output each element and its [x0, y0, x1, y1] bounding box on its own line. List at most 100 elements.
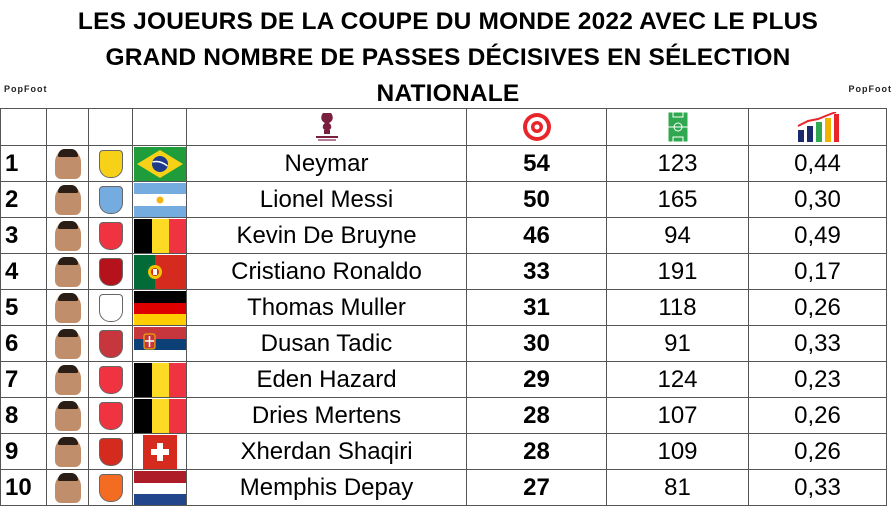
- federation-crest: [88, 217, 133, 254]
- ratio-value: 0,26: [748, 433, 887, 470]
- ratio-value: 0,49: [748, 217, 887, 254]
- country-flag: [132, 469, 187, 506]
- country-flag: [132, 397, 187, 434]
- player-photo-icon: [54, 364, 81, 395]
- ratio-value: 0,33: [748, 469, 887, 506]
- player-photo-icon: [54, 472, 81, 503]
- player-photo-icon: [54, 184, 81, 215]
- country-flag: [132, 361, 187, 398]
- assists-value: 54: [466, 145, 607, 182]
- federation-crest-icon: [98, 329, 123, 358]
- table-row: 8 Dries Mertens 28 107 0,26: [0, 397, 887, 434]
- country-flag: [132, 145, 187, 182]
- federation-crest: [88, 361, 133, 398]
- argentina-flag-icon: [133, 182, 186, 217]
- table-row: 5 Thomas Muller 31 118 0,26: [0, 289, 887, 326]
- player-photo: [46, 433, 89, 470]
- federation-crest-icon: [98, 293, 123, 322]
- ratio-value: 0,23: [748, 361, 887, 398]
- matches-value: 123: [606, 145, 749, 182]
- assists-value: 50: [466, 181, 607, 218]
- rank-cell: 10: [0, 469, 47, 506]
- rank-cell: 3: [0, 217, 47, 254]
- federation-crest-icon: [98, 257, 123, 286]
- matches-value: 109: [606, 433, 749, 470]
- player-photo: [46, 397, 89, 434]
- assists-value: 29: [466, 361, 607, 398]
- player-photo: [46, 325, 89, 362]
- portugal-flag-icon: [133, 254, 186, 289]
- table-row: 3 Kevin De Bruyne 46 94 0,49: [0, 217, 887, 254]
- brand-logo-left: PopFoot: [4, 84, 48, 94]
- serbia-flag-icon: [133, 326, 186, 361]
- matches-value: 165: [606, 181, 749, 218]
- player-name: Neymar: [186, 145, 467, 182]
- belgium-flag-icon: [133, 362, 186, 397]
- federation-crest-icon: [98, 185, 123, 214]
- table-row: 10 Memphis Depay 27 81 0,33: [0, 469, 887, 506]
- ratio-value: 0,30: [748, 181, 887, 218]
- country-flag: [132, 289, 187, 326]
- assists-value: 28: [466, 433, 607, 470]
- rank-cell: 1: [0, 145, 47, 182]
- matches-value: 91: [606, 325, 749, 362]
- rank-cell: 8: [0, 397, 47, 434]
- federation-crest-icon: [98, 401, 123, 430]
- player-photo: [46, 217, 89, 254]
- federation-crest: [88, 289, 133, 326]
- netherlands-flag-icon: [133, 470, 186, 505]
- player-photo: [46, 289, 89, 326]
- assists-value: 28: [466, 397, 607, 434]
- country-flag: [132, 433, 187, 470]
- player-photo: [46, 181, 89, 218]
- header-row: [0, 108, 887, 146]
- table-row: 6 Dusan Tadic 30 91 0,33: [0, 325, 887, 362]
- ratio-value: 0,26: [748, 289, 887, 326]
- player-photo: [46, 361, 89, 398]
- rank-cell: 9: [0, 433, 47, 470]
- player-photo-icon: [54, 220, 81, 251]
- player-name: Kevin De Bruyne: [186, 217, 467, 254]
- player-name: Lionel Messi: [186, 181, 467, 218]
- player-photo-icon: [54, 148, 81, 179]
- rank-cell: 6: [0, 325, 47, 362]
- matches-value: 81: [606, 469, 749, 506]
- player-name: Dries Mertens: [186, 397, 467, 434]
- table-row: 2 Lionel Messi 50 165 0,30: [0, 181, 887, 218]
- brazil-flag-icon: [133, 146, 186, 181]
- matches-value: 118: [606, 289, 749, 326]
- assists-value: 27: [466, 469, 607, 506]
- matches-value: 124: [606, 361, 749, 398]
- player-name: Eden Hazard: [186, 361, 467, 398]
- rank-cell: 4: [0, 253, 47, 290]
- brand-logo-right: PopFoot: [848, 84, 892, 94]
- page-title: LES JOUEURS DE LA COUPE DU MONDE 2022 AV…: [0, 4, 896, 112]
- pitch-icon: [606, 108, 749, 146]
- world-cup-logo-icon: [186, 108, 467, 146]
- bar-chart-icon: [748, 108, 887, 146]
- belgium-flag-icon: [133, 218, 186, 253]
- federation-crest: [88, 181, 133, 218]
- title-line-3: NATIONALE: [376, 80, 520, 107]
- matches-value: 191: [606, 253, 749, 290]
- federation-crest: [88, 469, 133, 506]
- federation-crest-icon: [98, 149, 123, 178]
- belgium-flag-icon: [133, 398, 186, 433]
- player-photo-icon: [54, 256, 81, 287]
- player-name: Xherdan Shaqiri: [186, 433, 467, 470]
- player-photo: [46, 469, 89, 506]
- matches-value: 107: [606, 397, 749, 434]
- ratio-value: 0,17: [748, 253, 887, 290]
- player-name: Thomas Muller: [186, 289, 467, 326]
- player-photo-icon: [54, 328, 81, 359]
- player-photo: [46, 145, 89, 182]
- ratio-value: 0,44: [748, 145, 887, 182]
- country-flag: [132, 217, 187, 254]
- title-line-2: GRAND NOMBRE DE PASSES DÉCISIVES EN SÉLE…: [105, 44, 791, 71]
- table-row: 7 Eden Hazard 29 124 0,23: [0, 361, 887, 398]
- ranking-table: 1 Neymar 54 123 0,44 2 Lionel Messi 50 165 0,30 3 K…: [0, 108, 887, 506]
- target-icon: [466, 108, 607, 146]
- rank-cell: 7: [0, 361, 47, 398]
- player-name: Dusan Tadic: [186, 325, 467, 362]
- player-name: Memphis Depay: [186, 469, 467, 506]
